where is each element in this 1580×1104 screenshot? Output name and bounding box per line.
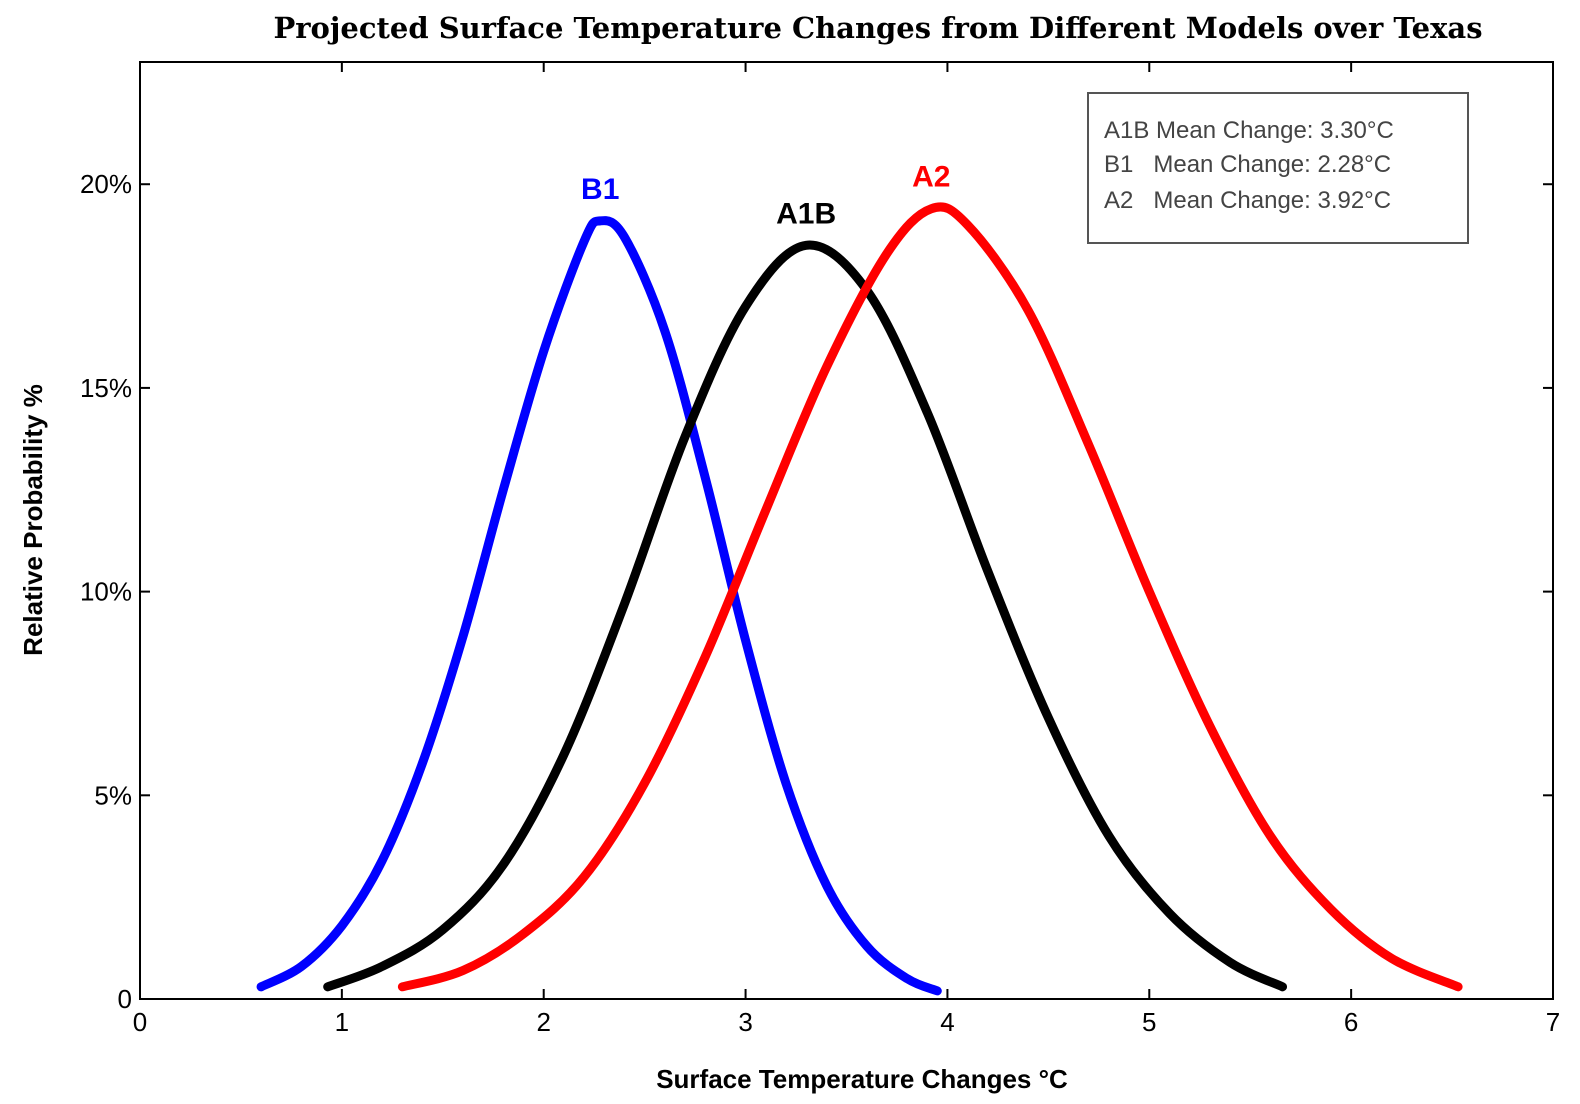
y-tick-label: 0 xyxy=(118,984,132,1014)
chart-title: Projected Surface Temperature Changes fr… xyxy=(273,11,1482,45)
x-tick-label: 6 xyxy=(1344,1007,1358,1037)
series-label-a1b: A1B xyxy=(776,197,836,230)
x-tick-label: 2 xyxy=(536,1007,550,1037)
x-tick-label: 4 xyxy=(940,1007,954,1037)
series-line-a2 xyxy=(397,202,1463,992)
y-axis-label: Relative Probability % xyxy=(18,384,48,656)
tick-layer: 0 1 2 3 4 5 6 7 0 5% 10% 15% 20% xyxy=(80,62,1560,1037)
series-label-b1: B1 xyxy=(581,173,619,206)
y-tick-label: 5% xyxy=(94,780,132,810)
series-label-a2: A2 xyxy=(912,161,950,194)
x-tick-label: 5 xyxy=(1142,1007,1156,1037)
series-line-b1 xyxy=(256,216,942,996)
y-tick-label: 20% xyxy=(80,169,132,199)
legend-entry-a1b: A1B Mean Change: 3.30°C xyxy=(1104,117,1394,144)
y-tick-label: 15% xyxy=(80,373,132,403)
x-tick-label: 1 xyxy=(335,1007,349,1037)
curve-labels-layer: B1 A1B A2 xyxy=(581,161,950,231)
x-tick-label: 0 xyxy=(133,1007,147,1037)
series-line-a1b xyxy=(323,240,1287,992)
curves-layer xyxy=(256,202,1463,996)
legend-entry-a2: A2 Mean Change: 3.92°C xyxy=(1104,187,1391,214)
x-tick-label: 7 xyxy=(1546,1007,1560,1037)
legend-entry-b1: B1 Mean Change: 2.28°C xyxy=(1104,151,1391,178)
x-axis-label: Surface Temperature Changes °C xyxy=(656,1064,1068,1094)
x-tick-label: 3 xyxy=(738,1007,752,1037)
legend-box: A1B Mean Change: 3.30°C B1 Mean Change: … xyxy=(1087,92,1469,244)
legend-frame xyxy=(1087,92,1469,244)
y-tick-label: 10% xyxy=(80,577,132,607)
